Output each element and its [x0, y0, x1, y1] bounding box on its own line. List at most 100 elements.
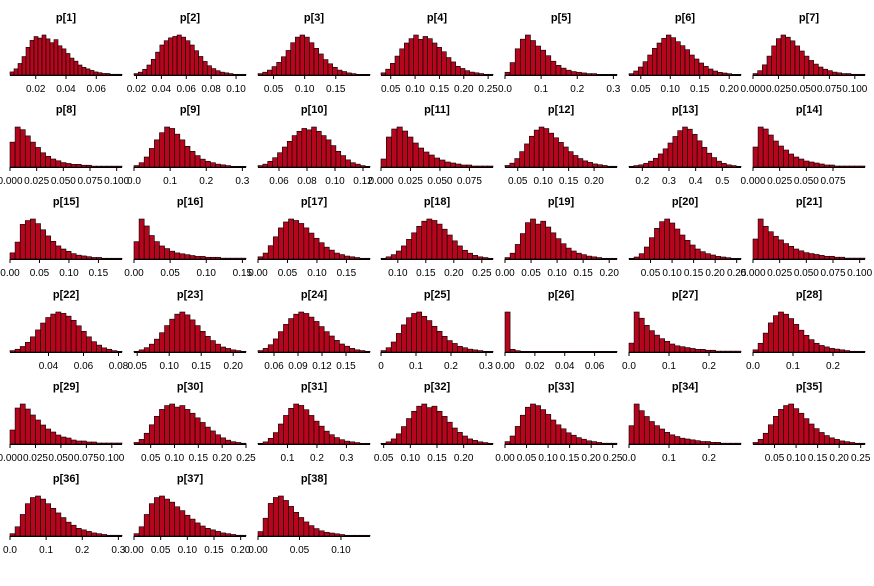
histogram-bar: [215, 163, 221, 168]
histogram-bar: [380, 257, 387, 260]
histogram-bar: [550, 419, 557, 445]
histogram-bar: [533, 129, 540, 168]
histogram-bar: [859, 442, 866, 445]
histogram-bar: [194, 417, 201, 445]
x-tick-label: 0.06: [74, 361, 94, 372]
histogram-bar: [57, 45, 63, 76]
histogram-panel: p[33] 0.00 0.05 0.10 0.15 0.20 0.25: [495, 381, 623, 464]
histogram-bar: [272, 338, 279, 353]
x-tick-label: 0.10: [325, 176, 345, 187]
histogram-bar: [487, 442, 494, 445]
histogram-bar: [355, 163, 361, 168]
histogram-bar: [65, 53, 71, 76]
histogram-bar: [293, 220, 300, 260]
histogram-bar: [225, 439, 232, 445]
x-tick-label: 0.2: [199, 176, 213, 187]
histogram-bar: [349, 348, 356, 353]
histogram-bar: [841, 73, 847, 76]
histogram-bar: [288, 318, 294, 353]
histogram-bar: [457, 432, 463, 445]
histogram-bar: [849, 257, 856, 260]
histogram-bar: [91, 257, 97, 260]
histogram-bar: [675, 41, 681, 76]
histogram-bar: [359, 165, 366, 168]
panel-title: p[7]: [799, 12, 820, 24]
histogram-bar: [320, 135, 327, 168]
histogram-bar: [332, 66, 338, 76]
histogram-bar: [762, 332, 769, 353]
histogram-bar: [89, 70, 95, 76]
histogram-bar: [215, 343, 221, 353]
histogram-bar: [219, 71, 225, 76]
histogram-bar: [701, 147, 708, 168]
histogram-bar: [133, 165, 140, 168]
histogram-bar: [199, 525, 206, 537]
histogram-bar: [611, 257, 618, 260]
histogram-bar: [694, 440, 701, 445]
histogram-bar: [591, 351, 597, 353]
panel-title: p[25]: [424, 289, 451, 301]
histogram-bar: [514, 244, 521, 260]
histogram-panel: p[15] 0.00 0.05 0.10 0.15: [0, 196, 123, 279]
histogram-bar: [272, 497, 279, 537]
x-tick-label: 0.050: [794, 176, 819, 187]
histogram-bar: [434, 157, 440, 168]
histogram-bar: [138, 218, 145, 260]
histogram-bar: [813, 162, 820, 168]
histogram-bar: [823, 346, 830, 353]
histogram-bar: [859, 257, 866, 260]
histogram-bar: [477, 350, 484, 353]
histogram-bar: [717, 72, 723, 76]
x-tick-label: 0.00: [0, 268, 20, 279]
x-tick-label: 0.5: [715, 176, 729, 187]
histogram-bar: [767, 231, 774, 260]
histogram-bar: [230, 257, 237, 260]
histogram-bar: [290, 42, 296, 76]
histogram-bar: [40, 498, 46, 537]
histogram-bar: [504, 257, 511, 260]
histogram-bar: [86, 256, 92, 260]
histogram-bar: [235, 257, 242, 260]
histogram-bar: [142, 68, 148, 76]
histogram-bar: [735, 258, 742, 260]
x-tick-label: 0.000: [368, 176, 393, 187]
histogram-bar: [24, 135, 31, 168]
histogram-bar: [411, 313, 417, 353]
x-tick-label: 0.10: [662, 268, 682, 279]
histogram-panel: p[20] 0.05 0.10 0.15 0.20 0.25: [628, 196, 747, 279]
histogram-bar: [648, 160, 654, 168]
histogram-bar: [684, 240, 691, 260]
histogram-bar: [267, 437, 274, 445]
histogram-bar: [189, 255, 196, 260]
histogram-bar: [401, 324, 407, 353]
histogram-bar: [9, 533, 16, 537]
x-tick-label: 0.075: [820, 268, 845, 279]
histogram-bar: [45, 235, 52, 260]
histogram-bar: [13, 68, 19, 76]
histogram-bar: [313, 321, 320, 353]
histogram-bar: [736, 74, 742, 76]
histogram-bar: [365, 74, 371, 76]
histogram-bar: [793, 156, 800, 168]
histogram-bar: [483, 73, 489, 76]
histogram-bar: [694, 248, 701, 260]
histogram-bar: [210, 340, 216, 353]
panel-title: p[36]: [53, 473, 80, 485]
histogram-bar: [550, 60, 557, 76]
histogram-bar: [285, 50, 291, 76]
histogram-bar: [705, 253, 711, 260]
histogram-bar: [230, 165, 237, 168]
histogram-bar: [101, 165, 108, 168]
x-tick-label: 0.25: [603, 453, 623, 464]
x-tick-label: 0.050: [794, 268, 819, 279]
histogram-bar: [466, 164, 472, 168]
histogram-bar: [829, 348, 835, 353]
histogram-bar: [184, 145, 191, 168]
panel-title: p[18]: [424, 196, 451, 208]
histogram-bar: [793, 248, 800, 260]
x-tick-label: 0.05: [641, 268, 661, 279]
histogram-bar: [133, 442, 140, 445]
histogram-bar: [303, 409, 310, 445]
histogram-bar: [487, 350, 494, 353]
histogram-bar: [19, 346, 26, 353]
